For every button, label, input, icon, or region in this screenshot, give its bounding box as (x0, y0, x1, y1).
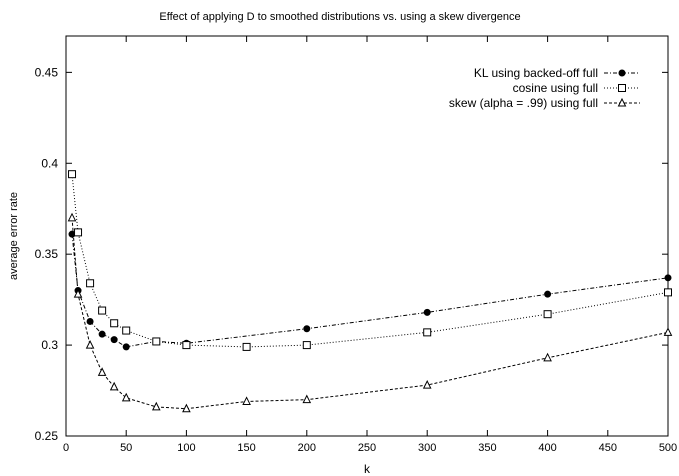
data-point (122, 343, 130, 351)
x-tick-label: 250 (358, 442, 376, 454)
series-line (71, 217, 669, 410)
x-tick-label: 0 (63, 442, 69, 454)
data-point (86, 317, 94, 325)
data-point (664, 274, 672, 282)
series-2 (68, 170, 672, 351)
y-axis-label: average error rate (8, 192, 20, 280)
data-point (242, 342, 251, 351)
data-point (543, 310, 552, 319)
data-point (664, 288, 672, 297)
legend-label: KL using backed-off full (474, 66, 598, 80)
data-point (303, 325, 311, 333)
legend-marker (618, 84, 626, 92)
data-point (74, 228, 83, 237)
x-tick-label: 450 (599, 442, 617, 454)
data-point (122, 326, 131, 335)
data-point (85, 339, 95, 349)
x-tick-label: 400 (538, 442, 556, 454)
legend-marker (617, 97, 627, 107)
data-point (98, 330, 106, 338)
series-line (71, 234, 669, 348)
data-point (68, 170, 77, 179)
data-point (109, 381, 119, 391)
y-axis: 0.25 0.3 0.35 0.4 0.45 (35, 65, 668, 443)
data-point (110, 336, 118, 344)
data-point (151, 401, 161, 411)
legend-marker (618, 69, 626, 77)
data-point (97, 367, 107, 376)
data-point (423, 328, 432, 337)
y-tick-label: 0.45 (35, 65, 59, 79)
x-axis: 0 50 100 150 200 250 300 350 400 450 500 (63, 36, 677, 454)
data-point (152, 337, 161, 346)
data-point (73, 289, 83, 298)
data-point (182, 341, 191, 350)
y-tick-label: 0.3 (41, 338, 58, 352)
data-point (182, 403, 191, 413)
x-tick-label: 100 (177, 442, 195, 454)
series-layer (67, 170, 673, 413)
chart-title: Effect of applying D to smoothed distrib… (159, 11, 520, 23)
x-tick-label: 150 (237, 442, 255, 454)
series-line (71, 174, 669, 348)
legend-label: cosine using full (513, 81, 598, 95)
series-1 (68, 230, 672, 351)
data-point (422, 379, 432, 389)
legend-label: skew (alpha = .99) using full (449, 96, 598, 110)
x-tick-label: 350 (478, 442, 496, 454)
data-point (98, 306, 107, 315)
x-tick-label: 200 (298, 442, 316, 454)
data-point (663, 327, 673, 336)
x-axis-label: k (364, 462, 371, 476)
data-point (543, 352, 552, 362)
data-point (67, 212, 77, 222)
x-tick-label: 300 (418, 442, 436, 454)
data-point (86, 279, 95, 288)
y-tick-label: 0.4 (41, 156, 58, 170)
data-point (242, 396, 251, 405)
series-3 (67, 212, 673, 413)
data-point (423, 308, 431, 316)
data-point (302, 394, 312, 404)
x-tick-label: 500 (659, 442, 677, 454)
y-tick-label: 0.25 (35, 429, 59, 443)
data-point (121, 392, 131, 402)
data-point (302, 341, 311, 350)
y-tick-label: 0.35 (35, 247, 59, 261)
data-point (544, 290, 552, 298)
x-tick-label: 50 (120, 442, 132, 454)
data-point (110, 319, 119, 328)
